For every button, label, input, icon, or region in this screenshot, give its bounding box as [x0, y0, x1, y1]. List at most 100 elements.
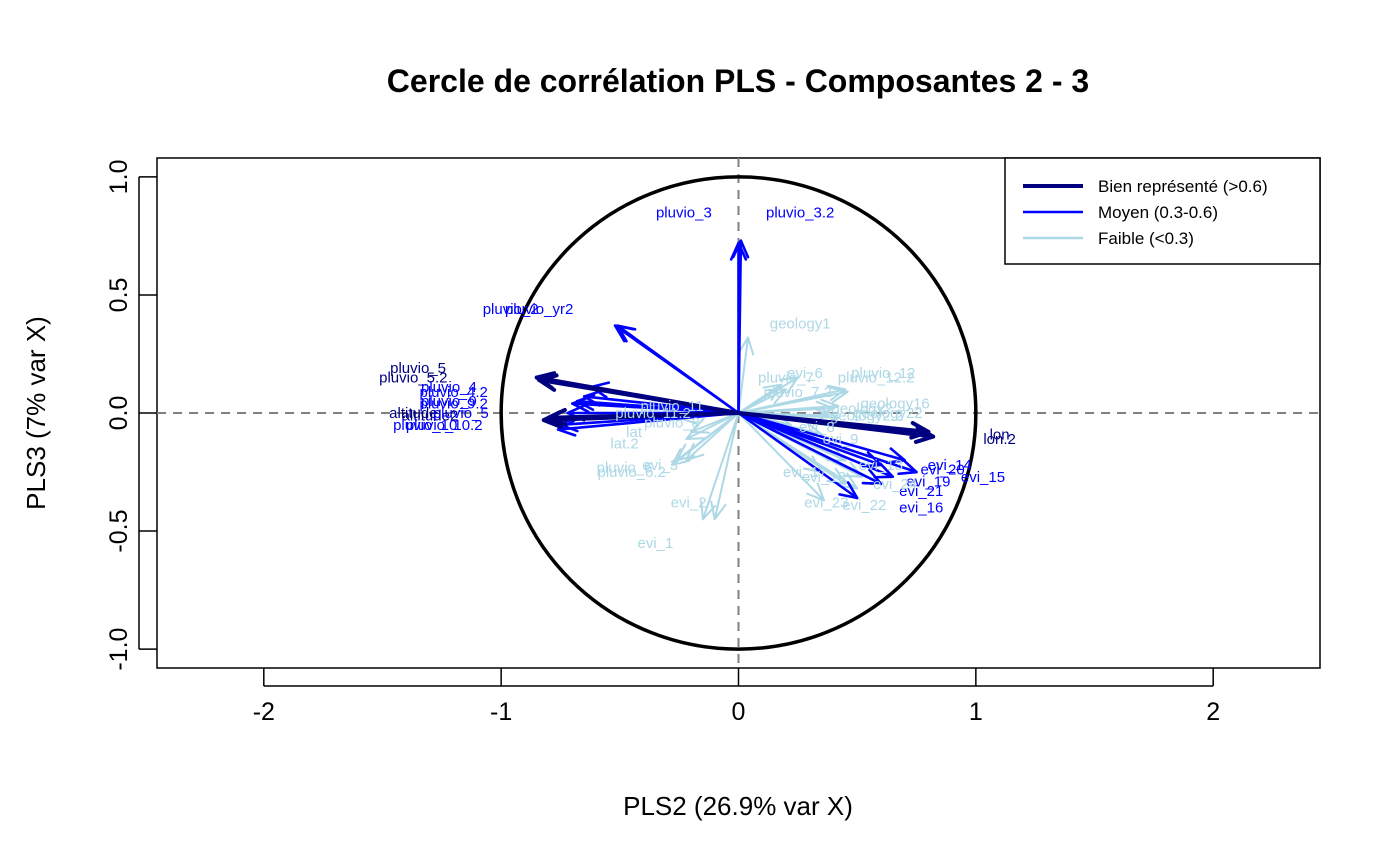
arrow-head — [913, 425, 936, 444]
variable-label: pluvio_9.2 — [419, 396, 487, 413]
arrow-pluvio_5.2 — [537, 373, 741, 415]
variable-label: pluvio_10 — [393, 417, 457, 434]
arrow-head — [671, 448, 691, 466]
variable-label: pluvio_5 — [390, 360, 446, 377]
variable-label: evi_18 — [802, 469, 846, 486]
variable-label: altitude — [389, 405, 437, 422]
arrow-pluvio_yr2 — [613, 324, 740, 415]
arrow-head — [541, 410, 563, 429]
arrow-shaft — [737, 388, 787, 414]
arrow-head — [826, 384, 847, 402]
arrow-evi_2 — [700, 412, 740, 521]
x-axis-label: PLS2 (26.9% var X) — [623, 791, 853, 821]
arrow-shaft — [737, 411, 918, 474]
arrow-shaft — [713, 412, 740, 521]
variable-label: evi_9 — [823, 431, 859, 448]
variable-label: pluvio_12.2 — [838, 370, 915, 387]
arrow-shaft — [737, 390, 849, 414]
arrow-shaft — [736, 411, 936, 439]
arrow-head — [537, 373, 559, 392]
axes: -2 -1 0 1 2 -1.0 -0.5 0.0 0.5 1.0 — [105, 157, 1321, 726]
arrow-head — [778, 376, 799, 394]
arrow-shaft — [685, 412, 740, 462]
arrow-shaft — [737, 239, 743, 415]
variable-label: evi_1 — [637, 535, 673, 552]
variable-arrows — [534, 239, 936, 521]
arrow-evi_21 — [737, 411, 883, 486]
arrow-head — [838, 472, 859, 490]
arrow-pluvio_6.2 — [671, 412, 740, 466]
variable-label: pluvio_5 — [433, 405, 489, 422]
variable-label: lat.2 — [610, 436, 638, 453]
arrow-shaft — [737, 411, 859, 500]
variable-label: evi_6 — [787, 365, 823, 382]
arrow-head — [806, 482, 825, 502]
arrow-lon.2 — [736, 411, 936, 444]
arrow-shaft — [737, 412, 825, 502]
variable-label: evi_14 — [928, 457, 972, 474]
variable-label: pluvio_7.2 — [764, 384, 832, 401]
variable-label: evi_22 — [842, 497, 886, 514]
arrow-head — [838, 481, 859, 500]
variable-labels: pluvio_3 pluvio_3.2 pluvio_2pluvio_yr2pluv… — [379, 204, 1016, 552]
arrow-head — [732, 239, 750, 259]
variable-label: pluvio_4 — [421, 379, 477, 396]
correlation-circle — [499, 175, 978, 651]
variable-label: geology16 — [861, 396, 930, 413]
x-tick-label: 2 — [1206, 698, 1220, 726]
variable-label: altitude2 — [402, 407, 459, 424]
variable-label: pluvio_2 — [483, 301, 539, 318]
arrow-pluvio_9.2 — [571, 395, 740, 415]
variable-label: evi_19 — [906, 473, 950, 490]
arrow-head — [815, 400, 835, 418]
variable-label: pluvio_yr2 — [505, 301, 573, 318]
arrow-evi_23 — [737, 412, 825, 502]
y-tick-label: -1.0 — [105, 628, 133, 671]
variable-label: lat — [626, 424, 643, 441]
arrow-lat.2 — [685, 412, 740, 440]
x-tick-label: 0 — [732, 698, 746, 726]
variable-label: pluvio_5.2 — [379, 370, 447, 387]
arrow-head — [571, 395, 591, 414]
x-tick-label: -2 — [253, 698, 275, 726]
arrow-evi_3 — [685, 412, 740, 462]
variable-label: geology2.2 — [830, 407, 903, 424]
variable-label: evi_16 — [899, 499, 943, 516]
arrow-shaft — [571, 402, 740, 415]
legend-label: Bien représenté (>0.6) — [1098, 177, 1268, 196]
variable-label: evi_23 — [804, 495, 848, 512]
arrow-head — [766, 388, 787, 405]
arrow-head — [897, 458, 918, 476]
variable-label: pluvio_10.2 — [406, 417, 483, 434]
y-tick-label: 1.0 — [105, 160, 133, 195]
variable-label: lon.2 — [983, 431, 1016, 448]
variable-label: evi_8 — [799, 419, 835, 436]
variable-label: pluvio_11.2 — [615, 405, 691, 422]
arrow-shaft — [613, 324, 740, 415]
variable-label: evi_21 — [899, 483, 943, 500]
legend-label: Moyen (0.3-0.6) — [1098, 203, 1218, 222]
arrow-head — [861, 468, 883, 486]
arrow-shaft — [737, 336, 749, 414]
arrow-evi_15 — [737, 411, 918, 476]
variable-label: geology1 — [770, 315, 831, 332]
arrow-head — [685, 442, 705, 462]
arrow-pluvio_3.2 — [732, 239, 750, 415]
y-tick-label: 0.0 — [105, 396, 133, 431]
variable-label: evi_15 — [961, 469, 1005, 486]
arrow-head — [737, 336, 755, 356]
variable-label: geology2 — [831, 400, 892, 417]
arrow-pluvio_7.2 — [737, 388, 787, 414]
arrow-evi_1 — [710, 412, 740, 521]
arrow-head — [829, 386, 849, 404]
legend-label: Faible (<0.3) — [1098, 229, 1194, 248]
variable-label: evi_17 — [783, 464, 827, 481]
variable-label: pluvio_8 — [644, 414, 700, 431]
arrow-head — [685, 424, 706, 440]
variable-label: pluvio_12 — [851, 365, 915, 382]
variable-label: pluvio_3.2 — [766, 204, 834, 221]
variable-label: evi_3 — [642, 457, 678, 474]
y-tick-label: 0.5 — [105, 278, 133, 313]
variable-label: pluvio_9 — [421, 393, 477, 410]
